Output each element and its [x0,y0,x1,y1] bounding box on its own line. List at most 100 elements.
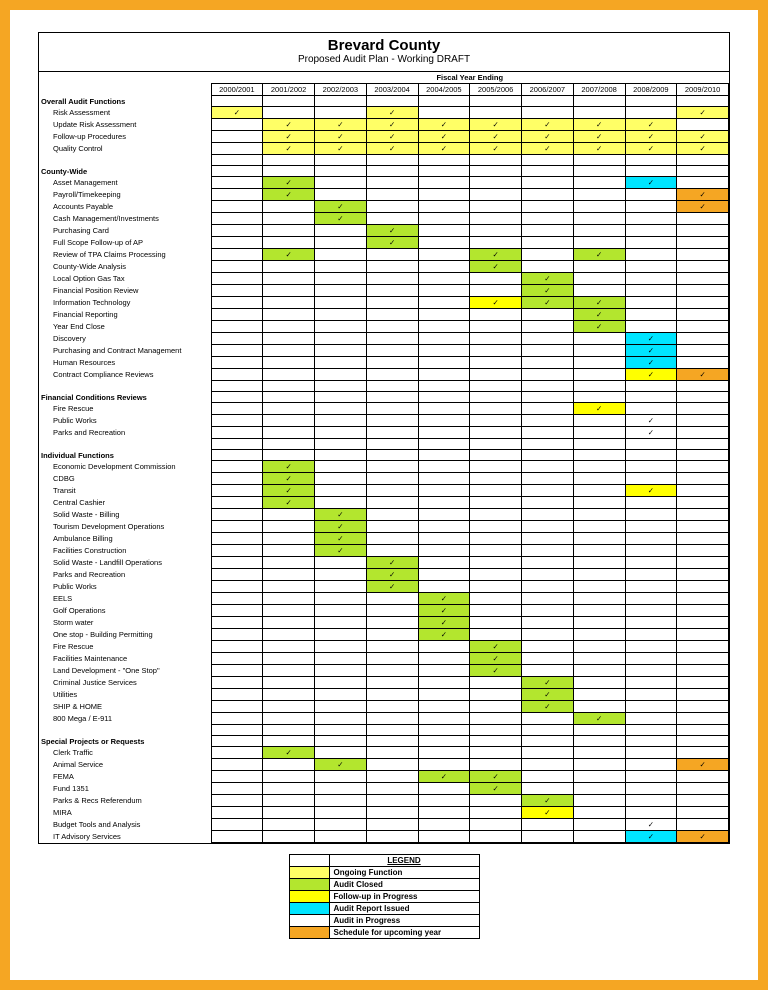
grid-cell [263,593,315,605]
grid-cell [625,285,677,297]
row-label: MIRA [39,807,211,819]
legend-label: Follow-up in Progress [329,891,479,903]
grid-cell [677,497,729,509]
grid-cell [625,309,677,321]
grid-cell [625,509,677,521]
grid-cell: ✓ [625,415,677,427]
grid-cell [263,415,315,427]
grid-cell [470,545,522,557]
grid-cell [625,201,677,213]
table-row: Ambulance Billing✓ [39,533,729,545]
grid-cell [573,533,625,545]
grid-cell: ✓ [470,249,522,261]
grid-cell [263,641,315,653]
grid-cell [315,415,367,427]
grid-cell [625,689,677,701]
grid-cell [366,747,418,759]
legend-title: LEGEND [329,855,479,867]
grid-cell [677,557,729,569]
grid-cell: ✓ [263,747,315,759]
grid-cell [625,713,677,725]
grid-cell [263,450,315,461]
grid-cell [315,581,367,593]
grid-cell [522,783,574,795]
grid-cell [211,677,263,689]
grid-cell [315,285,367,297]
table-row: Purchasing Card✓ [39,225,729,237]
table-row: SHIP & HOME✓ [39,701,729,713]
grid-cell [522,593,574,605]
row-label: 800 Mega / E-911 [39,713,211,725]
row-label: Cash Management/Investments [39,213,211,225]
row-label: EELS [39,593,211,605]
grid-cell [470,473,522,485]
grid-cell [315,629,367,641]
row-label: CDBG [39,473,211,485]
grid-cell [470,677,522,689]
grid-cell [677,345,729,357]
table-row: County-Wide [39,166,729,177]
grid-cell [573,201,625,213]
grid-cell [625,403,677,415]
grid-cell [625,189,677,201]
grid-cell [470,713,522,725]
grid-cell [315,736,367,747]
grid-cell [573,725,625,736]
grid-cell [573,357,625,369]
table-row: Purchasing and Contract Management✓ [39,345,729,357]
grid-cell: ✓ [315,545,367,557]
grid-cell [366,96,418,107]
grid-cell [573,545,625,557]
grid-cell [677,569,729,581]
grid-cell [211,593,263,605]
section-label: Individual Functions [39,450,211,461]
grid-cell: ✓ [366,143,418,155]
grid-cell [625,807,677,819]
grid-cell [522,581,574,593]
grid-cell: ✓ [677,189,729,201]
grid-cell [573,819,625,831]
row-label: Transit [39,485,211,497]
legend-row: Follow-up in Progress [289,891,479,903]
grid-cell: ✓ [522,701,574,713]
grid-cell [263,439,315,450]
grid-cell [211,533,263,545]
grid-cell [418,677,470,689]
grid-cell [366,736,418,747]
grid-cell [470,345,522,357]
grid-cell [418,439,470,450]
grid-cell [470,357,522,369]
grid-cell [366,189,418,201]
row-label: Solid Waste - Billing [39,509,211,521]
table-row: Golf Operations✓ [39,605,729,617]
grid-cell [573,593,625,605]
grid-cell: ✓ [263,119,315,131]
grid-cell [522,439,574,450]
grid-cell [315,249,367,261]
table-row: Asset Management✓✓ [39,177,729,189]
grid-cell [418,473,470,485]
grid-cell [366,497,418,509]
grid-cell [522,189,574,201]
grid-cell [418,427,470,439]
grid-cell [418,321,470,333]
grid-cell [315,392,367,403]
grid-cell [418,701,470,713]
grid-cell [366,771,418,783]
grid-cell: ✓ [677,107,729,119]
grid-cell [315,795,367,807]
grid-cell [418,189,470,201]
grid-cell [315,309,367,321]
grid-cell [211,131,263,143]
grid-cell [470,321,522,333]
grid-cell [677,333,729,345]
grid-cell [211,249,263,261]
grid-cell [263,713,315,725]
grid-cell [418,759,470,771]
grid-cell [522,345,574,357]
grid-cell [418,461,470,473]
grid-cell [366,403,418,415]
row-label [39,155,211,166]
grid-cell [522,641,574,653]
grid-cell [315,807,367,819]
